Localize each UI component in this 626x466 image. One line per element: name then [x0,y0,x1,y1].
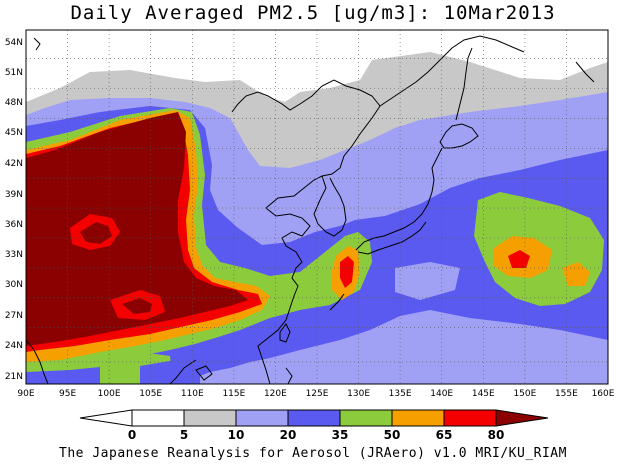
colorbar-segment-0 [79,409,133,427]
map-frame [25,29,609,385]
colorbar-label-65: 65 [436,428,453,442]
colorbar-segment-3 [235,409,289,427]
footer-credit: The Japanese Reanalysis for Aerosol (JRA… [59,446,567,461]
region-10-20-south [395,262,460,300]
lon-tick-125e: 125E [306,389,329,399]
lat-tick-45n: 45N [5,128,23,138]
lon-tick-120e: 120E [264,389,287,399]
lon-tick-145e: 145E [472,389,495,399]
region-65-80-east-china-sea [340,256,354,288]
lat-tick-21n: 21N [5,372,23,382]
coastline-ryukyu [329,293,345,311]
coastline-sakhalin [455,47,473,121]
lon-tick-115e: 115E [222,389,245,399]
colorbar-segment-1 [131,409,185,427]
coastline-kamchatka [575,61,595,83]
region-above-80-west [26,112,248,346]
coastlines [26,35,595,384]
coastline-honshu-south [357,221,427,255]
coastline-russia-east [379,35,525,107]
coastline-philippines [285,367,293,384]
colorbar-label-10: 10 [228,428,245,442]
coastline-indochina [169,359,197,384]
colorbar-label-35: 35 [332,428,349,442]
coastline-hainan [195,365,213,381]
colorbar-segment-2 [183,409,237,427]
lat-tick-42n: 42N [5,159,23,169]
lat-tick-48n: 48N [5,98,23,108]
lat-tick-33n: 33N [5,250,23,260]
region-65-80-pacific [508,250,530,268]
lat-tick-36n: 36N [5,220,23,230]
coastline-hokkaido [439,123,479,149]
lat-tick-54n: 54N [5,38,23,48]
pm25-field [26,30,608,384]
lon-tick-155e: 155E [555,389,578,399]
colorbar-label-0: 0 [128,428,136,442]
lat-tick-24n: 24N [5,341,23,351]
lat-tick-39n: 39N [5,190,23,200]
lon-axis: 90E 95E 100E 105E 110E 115E 120E 125E 13… [17,389,614,399]
coastline-nw-fragment [33,37,41,51]
lon-tick-140e: 140E [430,389,453,399]
coastline-korea [313,175,347,237]
colorbar-segment-6 [391,409,445,427]
region-lower-plateau-inner [80,222,112,244]
colorbar-segment-8 [495,409,549,427]
lon-tick-160e: 160E [592,389,615,399]
map-title: Daily Averaged PM2.5 [ug/m3]: 10Mar2013 [70,2,556,24]
coastline-kyushu-honshu [355,147,443,251]
coastline-taiwan [279,323,291,343]
lat-tick-51n: 51N [5,68,23,78]
coastline-bay-of-bengal [26,339,49,384]
lon-tick-150e: 150E [513,389,536,399]
lon-tick-100e: 100E [98,389,121,399]
lon-tick-135e: 135E [389,389,412,399]
colorbar-segment-7 [443,409,497,427]
region-blue-southeast [140,360,200,384]
lon-tick-95e: 95E [59,389,76,399]
grid [26,30,608,384]
colorbar-segment-5 [339,409,393,427]
lon-tick-90e: 90E [17,389,34,399]
lat-tick-27n: 27N [5,311,23,321]
colorbar: 0 5 10 20 35 50 65 80 [79,409,549,442]
colorbar-segment-4 [287,409,341,427]
lat-axis: 21N 24N 27N 30N 33N 36N 39N 42N 45N 48N … [5,38,23,382]
region-lower-south-inner [122,298,152,314]
colorbar-label-20: 20 [280,428,297,442]
lat-tick-30n: 30N [5,280,23,290]
colorbar-label-50: 50 [384,428,401,442]
colorbar-label-5: 5 [180,428,188,442]
colorbar-label-80: 80 [488,428,505,442]
lon-tick-105e: 105E [139,389,162,399]
lon-tick-110e: 110E [181,389,204,399]
coastline-asia-mainland [231,79,381,384]
lon-tick-130e: 130E [347,389,370,399]
